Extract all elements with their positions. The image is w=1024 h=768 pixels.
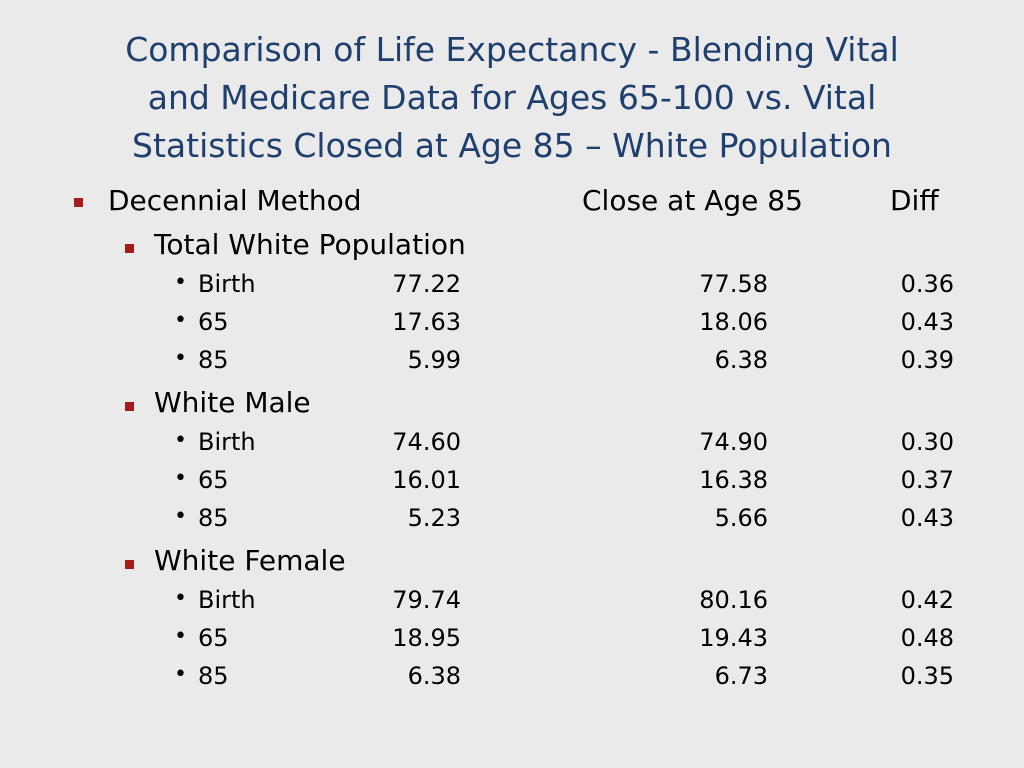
dot-bullet-icon: • <box>174 624 187 649</box>
table-row: • Birth 79.74 80.16 0.42 <box>0 586 1024 622</box>
row-close: 5.66 <box>714 504 768 532</box>
row-label: 65 <box>198 466 229 494</box>
dot-bullet-icon: • <box>174 586 187 611</box>
dot-bullet-icon: • <box>174 308 187 333</box>
title-line-1: Comparison of Life Expectancy - Blending… <box>125 30 899 69</box>
row-close: 19.43 <box>699 624 768 652</box>
row-label: 85 <box>198 346 229 374</box>
dot-bullet-icon: • <box>174 346 187 371</box>
dot-bullet-icon: • <box>174 466 187 491</box>
row-diff: 0.35 <box>900 662 954 690</box>
table-row: • 85 5.99 6.38 0.39 <box>0 346 1024 382</box>
dot-bullet-icon: • <box>174 428 187 453</box>
row-label: 85 <box>198 662 229 690</box>
table-header: Decennial Method Close at Age 85 Diff <box>0 182 1024 222</box>
group-heading: Total White Population <box>0 228 1024 268</box>
title-line-3: Statistics Closed at Age 85 – White Popu… <box>132 126 892 165</box>
table-row: • 65 16.01 16.38 0.37 <box>0 466 1024 502</box>
row-close: 77.58 <box>699 270 768 298</box>
dot-bullet-icon: • <box>174 270 187 295</box>
row-decennial: 5.99 <box>407 346 461 374</box>
dot-bullet-icon: • <box>174 662 187 687</box>
row-diff: 0.30 <box>900 428 954 456</box>
row-diff: 0.43 <box>900 504 954 532</box>
table-row: • 85 6.38 6.73 0.35 <box>0 662 1024 698</box>
row-label: Birth <box>198 428 256 456</box>
header-close: Close at Age 85 <box>582 184 803 217</box>
row-diff: 0.42 <box>900 586 954 614</box>
table-row: • 85 5.23 5.66 0.43 <box>0 504 1024 540</box>
row-label: Birth <box>198 270 256 298</box>
row-decennial: 5.23 <box>407 504 461 532</box>
row-close: 74.90 <box>699 428 768 456</box>
row-label: Birth <box>198 586 256 614</box>
square-bullet-icon <box>74 198 83 207</box>
row-close: 6.38 <box>714 346 768 374</box>
title-line-2: and Medicare Data for Ages 65-100 vs. Vi… <box>147 78 877 117</box>
row-diff: 0.48 <box>900 624 954 652</box>
table-row: • 65 17.63 18.06 0.43 <box>0 308 1024 344</box>
row-diff: 0.39 <box>900 346 954 374</box>
row-decennial: 74.60 <box>392 428 461 456</box>
dot-bullet-icon: • <box>174 504 187 529</box>
row-decennial: 18.95 <box>392 624 461 652</box>
row-close: 16.38 <box>699 466 768 494</box>
row-decennial: 6.38 <box>407 662 461 690</box>
row-label: 65 <box>198 308 229 336</box>
row-decennial: 77.22 <box>392 270 461 298</box>
row-diff: 0.43 <box>900 308 954 336</box>
row-decennial: 16.01 <box>392 466 461 494</box>
row-close: 6.73 <box>714 662 768 690</box>
header-diff: Diff <box>890 184 939 217</box>
group-name: White Female <box>154 544 346 577</box>
table-row: • Birth 74.60 74.90 0.30 <box>0 428 1024 464</box>
header-method: Decennial Method <box>108 184 362 217</box>
table-row: • 65 18.95 19.43 0.48 <box>0 624 1024 660</box>
square-bullet-icon <box>125 402 134 411</box>
row-label: 85 <box>198 504 229 532</box>
row-diff: 0.36 <box>900 270 954 298</box>
group-name: White Male <box>154 386 311 419</box>
row-decennial: 79.74 <box>392 586 461 614</box>
group-heading: White Female <box>0 544 1024 584</box>
row-close: 18.06 <box>699 308 768 336</box>
table-row: • Birth 77.22 77.58 0.36 <box>0 270 1024 306</box>
row-label: 65 <box>198 624 229 652</box>
square-bullet-icon <box>125 560 134 569</box>
slide-title: Comparison of Life Expectancy - Blending… <box>20 26 1004 170</box>
row-decennial: 17.63 <box>392 308 461 336</box>
group-heading: White Male <box>0 386 1024 426</box>
row-diff: 0.37 <box>900 466 954 494</box>
row-close: 80.16 <box>699 586 768 614</box>
group-name: Total White Population <box>154 228 466 261</box>
square-bullet-icon <box>125 244 134 253</box>
